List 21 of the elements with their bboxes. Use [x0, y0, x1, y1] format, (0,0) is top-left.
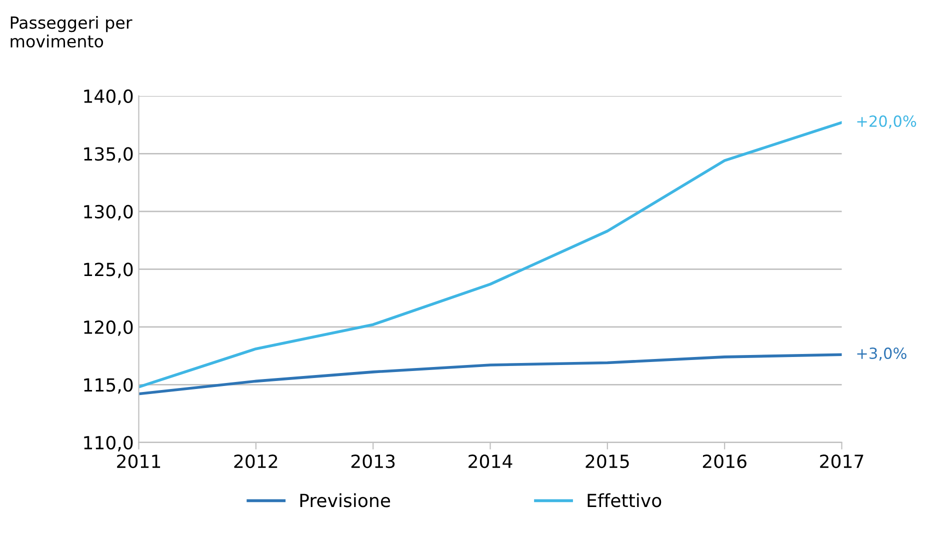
y-tick-label: 140,0 — [84, 89, 133, 105]
x-tick-label: 2011 — [117, 454, 160, 468]
line-series — [138, 353, 842, 396]
y-tick-label: 110,0 — [84, 436, 133, 452]
y-tick-label: 135,0 — [84, 147, 133, 163]
x-tick-label: 2016 — [702, 454, 746, 468]
annotation: +3,0% — [857, 348, 906, 361]
legend-label: Effettivo — [588, 493, 662, 508]
y-tick-label: 125,0 — [84, 262, 133, 278]
line-series — [138, 121, 842, 388]
y-tick-label: 130,0 — [84, 204, 133, 220]
x-tick-label: 2012 — [234, 454, 278, 468]
y-axis-title: Passeggeri per movimento — [10, 16, 132, 48]
x-tick-label: 2017 — [820, 454, 864, 468]
legend-label: Previsione — [300, 493, 390, 508]
y-tick-label: 115,0 — [84, 378, 133, 394]
x-tick-label: 2014 — [468, 454, 512, 468]
x-tick-label: 2013 — [351, 454, 395, 468]
annotation: +20,0% — [857, 115, 916, 128]
y-tick-label: 120,0 — [84, 320, 133, 336]
x-tick-label: 2015 — [586, 454, 629, 468]
